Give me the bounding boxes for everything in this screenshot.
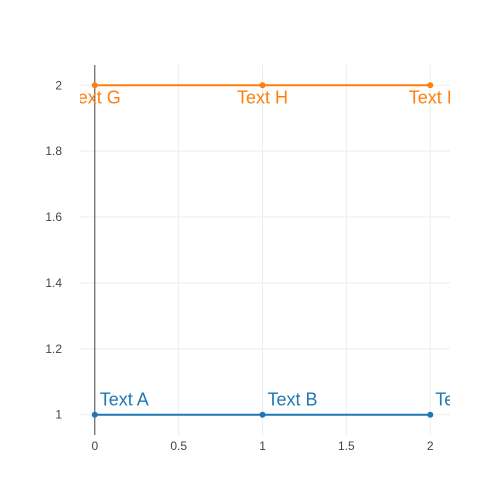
y-tick-label: 1.4 (45, 276, 62, 290)
point-label: Text G (69, 87, 121, 107)
x-tick-label: 0 (91, 439, 98, 453)
y-tick-label: 1 (55, 408, 62, 422)
data-point (91, 82, 98, 89)
data-point (427, 411, 434, 418)
x-tick-label: 1 (259, 439, 266, 453)
point-label: Text H (237, 87, 288, 107)
point-label: Text C (435, 390, 486, 410)
axis-layer: 0 0.5 1 1.5 2 1 1.2 1.4 1.6 1.8 2 (45, 65, 434, 453)
y-tick-label: 1.8 (45, 144, 62, 158)
data-point (259, 411, 266, 418)
y-tick-label: 1.6 (45, 210, 62, 224)
x-tick-label: 1.5 (338, 439, 355, 453)
point-label: Text I (409, 87, 452, 107)
data-point (259, 82, 266, 89)
point-label: Text A (100, 390, 149, 410)
data-point (91, 411, 98, 418)
x-tick-label: 2 (427, 439, 434, 453)
point-label: Text B (268, 390, 318, 410)
series-layer (91, 82, 434, 418)
y-tick-label: 2 (55, 78, 62, 92)
y-tick-label: 1.2 (45, 342, 62, 356)
x-tick-label: 0.5 (170, 439, 187, 453)
data-point (427, 82, 434, 89)
point-label-layer: Text A Text B Text C Text G Text H Text I (69, 87, 486, 410)
